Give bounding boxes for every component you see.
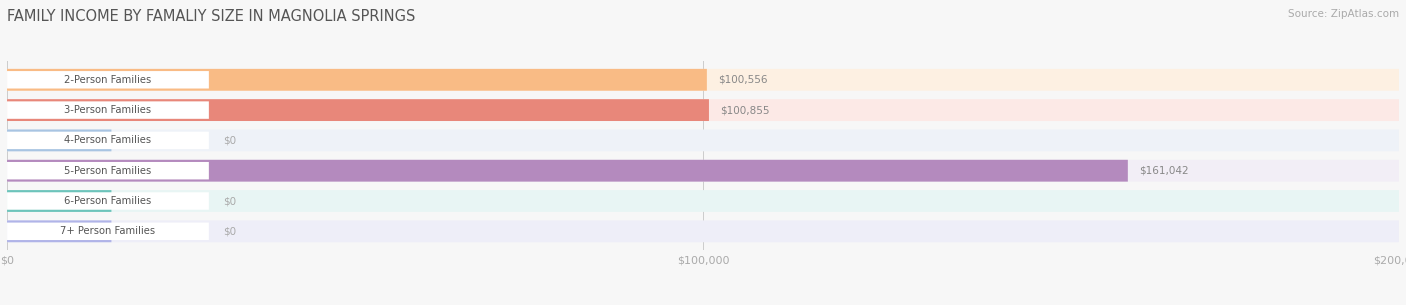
FancyBboxPatch shape	[7, 160, 1128, 181]
Text: FAMILY INCOME BY FAMALIY SIZE IN MAGNOLIA SPRINGS: FAMILY INCOME BY FAMALIY SIZE IN MAGNOLI…	[7, 9, 415, 24]
FancyBboxPatch shape	[7, 192, 209, 210]
Text: $100,556: $100,556	[718, 75, 768, 85]
FancyBboxPatch shape	[7, 160, 1399, 181]
FancyBboxPatch shape	[7, 221, 111, 242]
FancyBboxPatch shape	[7, 69, 1399, 91]
Text: $161,042: $161,042	[1139, 166, 1188, 176]
Text: 7+ Person Families: 7+ Person Families	[60, 226, 156, 236]
FancyBboxPatch shape	[7, 190, 111, 212]
Text: $0: $0	[222, 226, 236, 236]
Text: 5-Person Families: 5-Person Families	[65, 166, 152, 176]
Text: $0: $0	[222, 135, 236, 145]
FancyBboxPatch shape	[7, 190, 1399, 212]
FancyBboxPatch shape	[7, 99, 1399, 121]
Text: Source: ZipAtlas.com: Source: ZipAtlas.com	[1288, 9, 1399, 19]
FancyBboxPatch shape	[7, 130, 111, 151]
Text: $100,855: $100,855	[720, 105, 769, 115]
Text: 2-Person Families: 2-Person Families	[65, 75, 152, 85]
FancyBboxPatch shape	[7, 101, 209, 119]
Text: $0: $0	[222, 196, 236, 206]
Text: 6-Person Families: 6-Person Families	[65, 196, 152, 206]
FancyBboxPatch shape	[7, 162, 209, 179]
FancyBboxPatch shape	[7, 69, 707, 91]
FancyBboxPatch shape	[7, 71, 209, 88]
FancyBboxPatch shape	[7, 223, 209, 240]
FancyBboxPatch shape	[7, 130, 1399, 151]
Text: 3-Person Families: 3-Person Families	[65, 105, 152, 115]
FancyBboxPatch shape	[7, 132, 209, 149]
FancyBboxPatch shape	[7, 221, 1399, 242]
FancyBboxPatch shape	[7, 99, 709, 121]
Text: 4-Person Families: 4-Person Families	[65, 135, 152, 145]
